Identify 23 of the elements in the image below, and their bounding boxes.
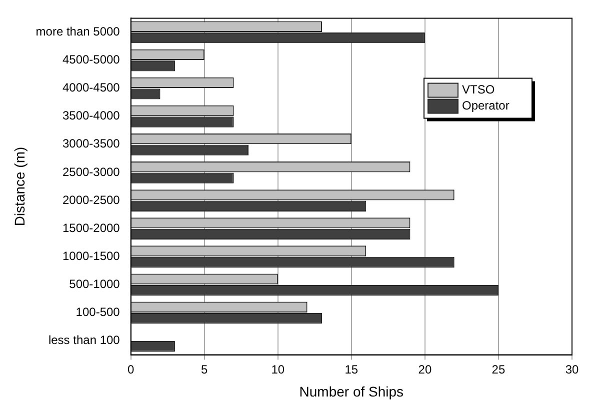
y-tick-label: 1000-1500 <box>62 248 120 263</box>
y-axis-title: Distance (m) <box>11 146 28 226</box>
x-tick-label: 10 <box>271 362 285 376</box>
y-tick-label: 4000-4500 <box>62 80 120 95</box>
x-tick-label: 0 <box>128 362 135 376</box>
y-tick-label: 2500-3000 <box>62 164 120 179</box>
x-tick-label: 5 <box>201 362 208 376</box>
y-tick-label: 4500-5000 <box>62 52 120 67</box>
x-tick-label: 20 <box>418 362 432 376</box>
x-axis-title: Number of Ships <box>299 383 404 400</box>
x-tick-label: 15 <box>344 362 358 376</box>
y-tick-label: 3500-4000 <box>62 108 120 123</box>
y-tick-label: 3000-3500 <box>62 136 120 151</box>
legend-label: Operator <box>462 98 510 113</box>
x-tick-label: 30 <box>565 362 579 376</box>
legend-label: VTSO <box>462 82 495 97</box>
y-tick-label: 2000-2500 <box>62 192 120 207</box>
y-tick-label: less than 100 <box>48 333 120 348</box>
y-tick-label: 500-1000 <box>69 276 120 291</box>
x-tick-label: 25 <box>492 362 506 376</box>
y-tick-label: 100-500 <box>76 305 120 320</box>
y-tick-label: 1500-2000 <box>62 220 120 235</box>
y-tick-label: more than 5000 <box>36 24 120 39</box>
